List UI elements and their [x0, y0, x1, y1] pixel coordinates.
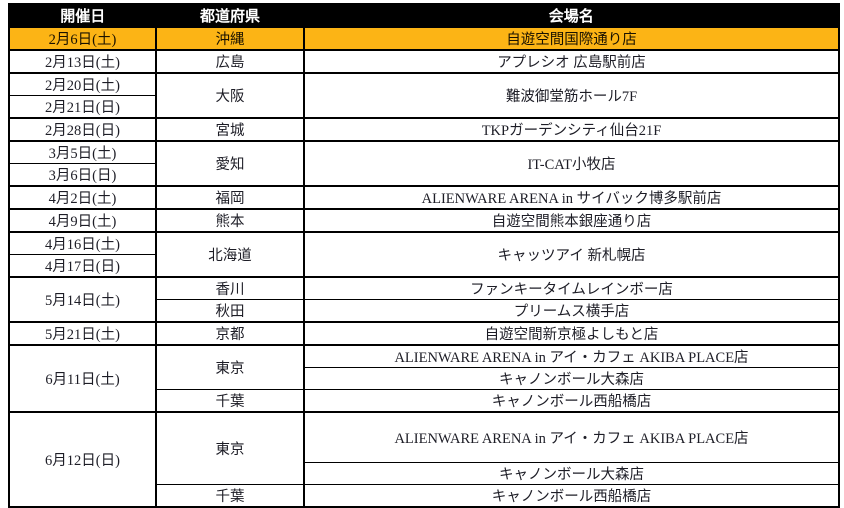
venue-cell: IT-CAT小牧店 [303, 140, 839, 186]
prefecture-cell: 千葉 [155, 483, 304, 507]
prefecture-cell: 東京 [155, 344, 304, 390]
date-cell: 2月13日(土) [8, 49, 156, 73]
table-row: 4月2日(土) 福岡 ALIENWARE ARENA in サイバック博多駅前店 [8, 185, 839, 209]
date-cell: 2月6日(土) [8, 26, 156, 50]
table-row: 4月17日(日) [8, 254, 839, 277]
date-cell: 5月21日(土) [8, 321, 156, 345]
table-row: 4月9日(土) 熊本 自遊空間熊本銀座通り店 [8, 208, 839, 232]
date-cell: 3月5日(土) [8, 140, 156, 164]
table-row: 5月14日(土) 香川 ファンキータイムレインボー店 [8, 276, 839, 322]
prefecture-cell: 北海道 [155, 231, 304, 277]
prefecture-cell: 広島 [155, 49, 304, 73]
table-row: 3月6日(日) [8, 163, 839, 186]
venue-cell: 難波御堂筋ホール7F [303, 72, 839, 118]
date-cell: 6月11日(土) [8, 344, 156, 412]
column-header-prefecture: 都道府県 [155, 3, 305, 28]
venue-cell: プリームス横手店 [303, 299, 839, 322]
table-row: 5月21日(土) 京都 自遊空間新京極よしもと店 [8, 321, 839, 345]
table-row: キャノンボール大森店 [9, 367, 839, 390]
date-cell: 4月17日(日) [8, 254, 156, 277]
table-row: 6月11日(土) 東京 ALIENWARE ARENA in アイ・カフェ AK… [8, 344, 839, 412]
date-cell: 3月6日(日) [8, 163, 156, 186]
prefecture-cell: 香川 [155, 276, 304, 300]
table-row: 千葉 キャノンボール西船橋店 [9, 389, 839, 412]
prefecture-cell: 千葉 [155, 389, 304, 412]
date-cell: 6月12日(日) [8, 411, 156, 507]
venue-cell: 自遊空間新京極よしもと店 [303, 321, 839, 345]
date-cell: 2月21日(日) [8, 95, 156, 118]
prefecture-cell: 福岡 [155, 185, 304, 209]
prefecture-cell: 秋田 [155, 299, 304, 322]
table-row: 4月16日(土) 北海道 キャッツアイ 新札幌店 [8, 231, 839, 277]
table-row: 2月13日(土) 広島 アプレシオ 広島駅前店 [8, 49, 839, 73]
table-row: 千葉 キャノンボール西船橋店 [9, 483, 839, 507]
table-row: 6月12日(日) 東京 ALIENWARE ARENA in アイ・カフェ AK… [8, 411, 839, 507]
venue-cell: ALIENWARE ARENA in サイバック博多駅前店 [303, 185, 839, 209]
venue-cell: キャノンボール大森店 [303, 367, 839, 390]
venue-cell: ALIENWARE ARENA in アイ・カフェ AKIBA PLACE店 [303, 411, 839, 462]
table-row: 2月20日(土) 大阪 難波御堂筋ホール7F [8, 72, 839, 118]
date-cell: 4月9日(土) [8, 208, 156, 232]
table-row-highlighted: 2月6日(土) 沖縄 自遊空間国際通り店 [8, 26, 839, 50]
table-row: 2月28日(日) 宮城 TKPガーデンシティ仙台21F [8, 117, 839, 141]
header-row: 開催日 都道府県 会場名 [8, 3, 840, 28]
prefecture-cell: 東京 [155, 411, 304, 484]
venue-cell: キャッツアイ 新札幌店 [303, 231, 839, 277]
venue-cell: キャノンボール西船橋店 [303, 483, 839, 507]
table-row: 2月21日(日) [8, 95, 839, 118]
table-row: 3月5日(土) 愛知 IT-CAT小牧店 [8, 140, 839, 186]
prefecture-cell: 京都 [155, 321, 304, 345]
venue-cell: アプレシオ 広島駅前店 [303, 49, 839, 73]
date-cell: 4月16日(土) [8, 231, 156, 255]
venue-cell: ALIENWARE ARENA in アイ・カフェ AKIBA PLACE店 [303, 344, 839, 368]
venue-cell: 自遊空間熊本銀座通り店 [303, 208, 839, 232]
prefecture-cell: 愛知 [155, 140, 304, 186]
date-cell: 2月20日(土) [8, 72, 156, 96]
column-header-venue: 会場名 [303, 3, 840, 28]
venue-cell: ファンキータイムレインボー店 [303, 276, 839, 300]
prefecture-cell: 大阪 [155, 72, 304, 118]
date-cell: 2月28日(日) [8, 117, 156, 141]
prefecture-cell: 宮城 [155, 117, 304, 141]
column-header-date: 開催日 [8, 3, 157, 28]
venue-cell: TKPガーデンシティ仙台21F [303, 117, 839, 141]
event-schedule-table: 開催日 都道府県 会場名 2月6日(土) 沖縄 自遊空間国際通り店 2月13日(… [8, 3, 840, 508]
venue-cell: キャノンボール大森店 [303, 461, 839, 484]
date-cell: 4月2日(土) [8, 185, 156, 209]
venue-cell: キャノンボール西船橋店 [303, 389, 839, 412]
date-cell: 5月14日(土) [8, 276, 156, 322]
table-row: キャノンボール大森店 [9, 461, 839, 484]
prefecture-cell: 沖縄 [155, 26, 304, 50]
prefecture-cell: 熊本 [155, 208, 304, 232]
table-row: 秋田 プリームス横手店 [9, 299, 839, 322]
venue-cell: 自遊空間国際通り店 [303, 26, 839, 50]
